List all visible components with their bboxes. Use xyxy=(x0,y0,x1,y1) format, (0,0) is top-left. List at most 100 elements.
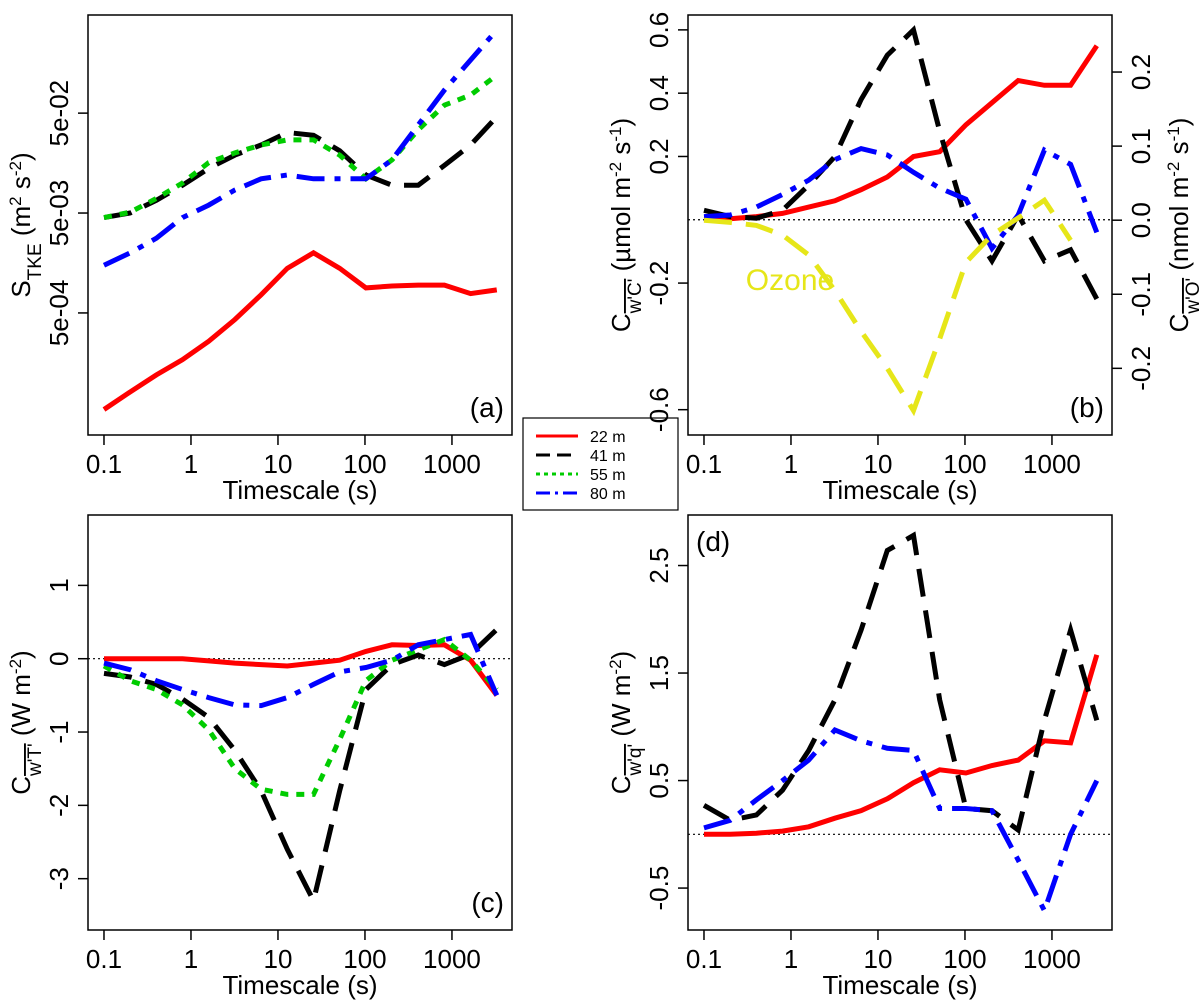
label-part: s xyxy=(1164,141,1194,161)
label-part: -1 xyxy=(1164,126,1183,141)
label-part: w'q' xyxy=(625,744,646,777)
label-part: (nmol m xyxy=(1164,177,1194,278)
y-tick-label: -0.6 xyxy=(644,387,674,432)
x-axis-title: Timescale (s) xyxy=(822,970,977,1000)
label-part: s xyxy=(6,176,36,196)
y-tick-label: 2.5 xyxy=(644,547,674,583)
label-part: -2 xyxy=(6,659,25,674)
legend-label: 55 m xyxy=(590,467,626,484)
y2-tick-label: 0.2 xyxy=(1126,54,1156,90)
y-tick-label: 5e-04 xyxy=(44,280,74,347)
y-axis-title: Cw'T' (W m-2) xyxy=(6,650,46,794)
x-tick-label: 0.1 xyxy=(686,449,722,479)
label-part: C xyxy=(1164,314,1194,333)
panel-label: (b) xyxy=(1070,392,1104,423)
y-tick-label: -0.5 xyxy=(644,866,674,911)
y-tick-label: 0.4 xyxy=(644,75,674,111)
label-part: w'O' xyxy=(1183,278,1200,315)
panel-label: (d) xyxy=(696,526,730,557)
plot-frame xyxy=(88,515,512,930)
label-part: s xyxy=(606,142,636,162)
x-tick-label: 0.1 xyxy=(686,944,722,974)
legend-label: 80 m xyxy=(590,486,626,503)
x-tick-label: 1 xyxy=(184,449,198,479)
series-line xyxy=(704,149,1097,249)
x-tick-label: 1 xyxy=(784,449,798,479)
x-axis-title: Timescale (s) xyxy=(222,475,377,505)
x-tick-label: 1000 xyxy=(1023,449,1081,479)
label-part: (W m xyxy=(6,674,36,743)
y-axis-title: Cw'C' (µmol m-2 s-1) xyxy=(606,118,646,332)
label-part: C xyxy=(6,776,36,795)
y-tick-label: 5e-03 xyxy=(44,180,74,247)
x-tick-label: 1 xyxy=(784,944,798,974)
label-part: (µmol m xyxy=(606,177,636,279)
x-tick-label: 1000 xyxy=(1023,944,1081,974)
y-tick-label: -2 xyxy=(44,794,74,817)
y2-tick-label: 0.1 xyxy=(1126,128,1156,164)
y-tick-label: -3 xyxy=(44,867,74,890)
x-tick-label: 0.1 xyxy=(86,449,122,479)
x-tick-label: 1000 xyxy=(423,449,481,479)
label-part: -1 xyxy=(606,127,625,142)
y-tick-label: 0.5 xyxy=(644,762,674,798)
plot-frame xyxy=(88,15,512,435)
label-part: -2 xyxy=(1164,162,1183,177)
series-line xyxy=(104,629,497,900)
x-tick-label: 1000 xyxy=(423,944,481,974)
series-line xyxy=(704,200,1071,410)
legend-label: 22 m xyxy=(590,429,626,446)
y-tick-label: 0 xyxy=(44,651,74,665)
label-part: ) xyxy=(1164,118,1194,127)
series-line xyxy=(704,46,1097,220)
y-axis-title: Cw'q' (W m-2) xyxy=(606,651,646,794)
series-annotation: Ozone xyxy=(746,264,834,297)
y-tick-label: 1.5 xyxy=(644,655,674,691)
label-part: ) xyxy=(606,651,636,660)
label-part: -2 xyxy=(606,659,625,674)
series-line xyxy=(104,30,497,265)
label-part: C xyxy=(606,775,636,794)
x-tick-label: 1 xyxy=(184,944,198,974)
y-tick-label: 1 xyxy=(44,578,74,592)
y2-tick-label: -0.1 xyxy=(1126,272,1156,317)
legend-label: 41 m xyxy=(590,448,626,465)
y2-tick-label: -0.2 xyxy=(1126,346,1156,391)
label-part: C xyxy=(606,313,636,332)
series-line xyxy=(104,253,497,410)
label-part: ) xyxy=(6,152,36,161)
y2-axis-title: Cw'O' (nmol m-2 s-1) xyxy=(1164,118,1200,333)
series-line xyxy=(704,535,1097,830)
label-part: TKE xyxy=(25,243,46,280)
label-part: 2 xyxy=(6,196,25,205)
x-axis-title: Timescale (s) xyxy=(222,970,377,1000)
x-tick-label: 0.1 xyxy=(86,944,122,974)
y-axis-title: STKE (m2 s-2) xyxy=(6,152,46,297)
label-part: -2 xyxy=(606,162,625,177)
x-axis-title: Timescale (s) xyxy=(822,475,977,505)
y-tick-label: -0.2 xyxy=(644,261,674,306)
panel-label: (c) xyxy=(471,887,504,918)
plot-frame xyxy=(688,515,1112,930)
y-tick-label: 0.6 xyxy=(644,12,674,48)
y2-tick-label: 0.0 xyxy=(1126,202,1156,238)
label-part: S xyxy=(6,280,36,297)
label-part: ) xyxy=(606,118,636,127)
panel-label: (a) xyxy=(470,392,504,423)
label-part: w'T' xyxy=(25,743,46,777)
label-part: (m xyxy=(6,206,36,244)
series-line xyxy=(104,117,497,218)
label-part: (W m xyxy=(606,675,636,744)
label-part: -2 xyxy=(6,161,25,176)
label-part: w'C' xyxy=(625,279,646,315)
y-tick-label: -1 xyxy=(44,720,74,743)
label-part: ) xyxy=(6,650,36,659)
y-tick-label: 0.2 xyxy=(644,138,674,174)
y-tick-label: 5e-02 xyxy=(44,80,74,147)
